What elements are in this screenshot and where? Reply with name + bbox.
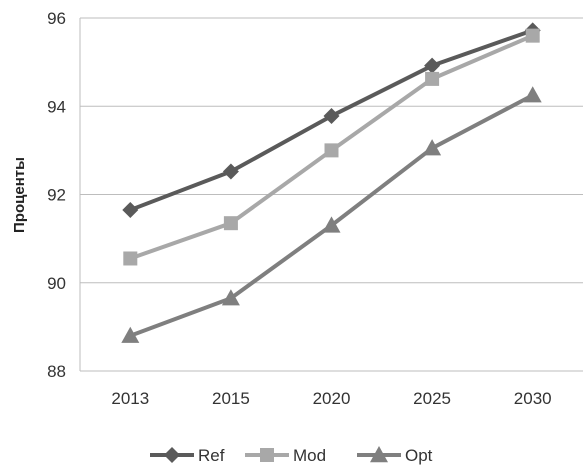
- series-group: [121, 22, 542, 343]
- data-point-ref-2015: [222, 163, 239, 180]
- data-point-ref-2013: [122, 201, 139, 218]
- series-opt: [121, 86, 542, 343]
- x-axis-tick-labels: 2013 2015 2020 2025 2030: [111, 389, 551, 408]
- legend-marker-mod: [260, 448, 274, 462]
- y-tick-label-90: 90: [47, 274, 66, 293]
- legend-label-opt: Opt: [405, 446, 433, 465]
- data-point-mod-2030: [525, 28, 540, 43]
- x-tick-label-2020: 2020: [313, 389, 351, 408]
- legend-marker-opt: [370, 446, 388, 463]
- legend-marker-ref: [164, 447, 180, 463]
- x-tick-label-2030: 2030: [514, 389, 552, 408]
- data-point-mod-2020: [324, 143, 339, 158]
- legend-item-opt: Opt: [357, 446, 433, 465]
- data-point-ref-2025: [424, 57, 441, 74]
- x-tick-label-2015: 2015: [212, 389, 250, 408]
- data-point-mod-2025: [425, 71, 440, 86]
- legend-item-ref: Ref: [150, 446, 225, 465]
- legend-label-mod: Mod: [293, 446, 326, 465]
- series-ref: [122, 22, 541, 218]
- data-point-opt-2015: [221, 289, 240, 306]
- data-point-ref-2020: [323, 107, 340, 124]
- legend-label-ref: Ref: [198, 446, 225, 465]
- y-tick-label-92: 92: [47, 186, 66, 205]
- y-tick-label-96: 96: [47, 9, 66, 28]
- data-point-mod-2015: [223, 216, 238, 231]
- grid-lines: [79, 17, 583, 372]
- legend-item-mod: Mod: [245, 446, 326, 465]
- y-axis-tick-labels: 88 90 92 94 96: [47, 9, 66, 381]
- y-axis-label: Проценты: [11, 157, 28, 233]
- x-tick-label-2013: 2013: [111, 389, 149, 408]
- series-line-opt: [129, 93, 534, 338]
- data-point-opt-2020: [322, 216, 341, 233]
- data-point-opt-2025: [423, 139, 442, 156]
- x-tick-label-2025: 2025: [413, 389, 451, 408]
- data-point-opt-2030: [523, 86, 542, 103]
- data-point-mod-2013: [123, 251, 138, 266]
- series-mod: [123, 28, 540, 266]
- legend: Ref Mod Opt: [150, 446, 433, 465]
- data-point-opt-2013: [121, 326, 140, 343]
- y-tick-label-88: 88: [47, 362, 66, 381]
- y-tick-label-94: 94: [47, 97, 66, 116]
